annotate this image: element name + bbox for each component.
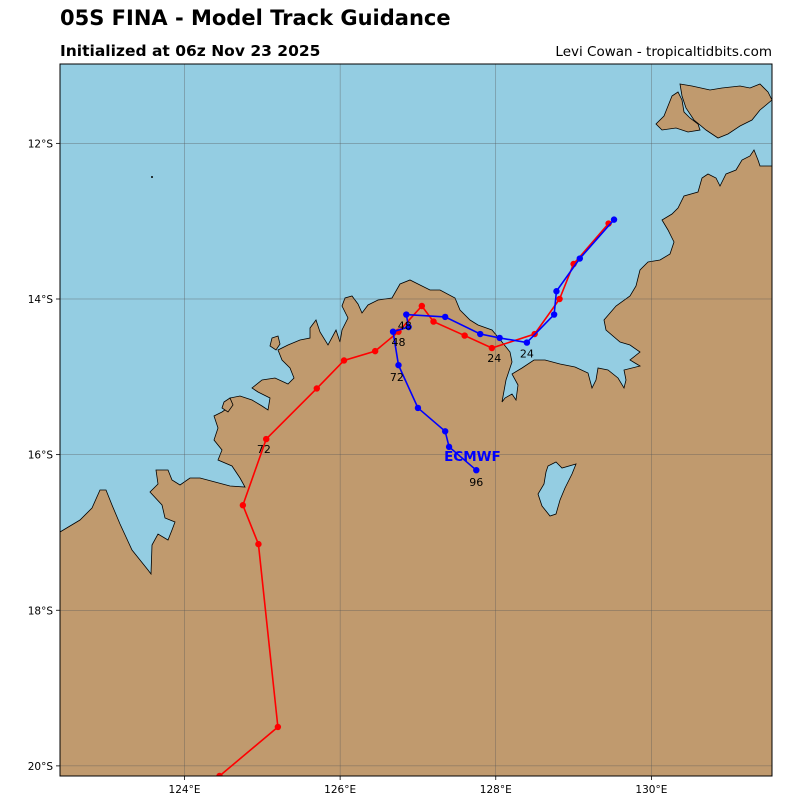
lat-tick-label: 20°S <box>28 761 54 773</box>
init-time-subtitle: Initialized at 06z Nov 23 2025 <box>60 42 321 60</box>
chart-title: 05S FINA - Model Track Guidance <box>60 6 451 30</box>
track-point <box>430 318 437 325</box>
track-point <box>441 428 449 435</box>
map-frame <box>59 63 773 777</box>
lon-tick-label: 128°E <box>480 784 512 796</box>
landmass-layer <box>60 83 772 776</box>
island-west-kimberley <box>221 397 234 413</box>
track-point <box>496 334 503 342</box>
axis-ticks: 12°S 14°S 16°S 18°S 20°S 124°E 126°E 128°E 130°E <box>28 138 668 796</box>
forecast-hour-label: 72 <box>390 371 404 384</box>
forecast-hour-label: 48 <box>398 319 412 332</box>
track-point <box>395 361 402 369</box>
inland-lake <box>537 461 577 517</box>
track-point <box>553 288 560 295</box>
track-point <box>405 323 412 331</box>
lat-tick-label: 16°S <box>28 450 54 462</box>
track-point <box>340 357 348 364</box>
track-point <box>550 311 558 318</box>
graticule <box>60 64 772 776</box>
forecast-hour-label: 72 <box>257 443 271 456</box>
lon-tick-label: 124°E <box>169 784 201 796</box>
melville-island <box>679 83 772 139</box>
forecast-hour-label: 48 <box>391 336 405 349</box>
lon-tick-label: 126°E <box>324 784 356 796</box>
track-point <box>255 540 262 548</box>
track-point <box>239 502 247 509</box>
track-point <box>403 311 410 318</box>
track-point <box>371 347 379 355</box>
credit-text: Levi Cowan - tropicaltidbits.com <box>555 44 772 60</box>
track-point <box>445 443 453 451</box>
track-point <box>216 772 223 776</box>
track-point <box>576 255 583 262</box>
forecast-hour-label: 96 <box>469 476 483 489</box>
tiny-islet <box>151 176 153 178</box>
track-label-layer: 2448729624487296ECMWF <box>257 319 534 489</box>
track-point <box>556 295 563 303</box>
track-point <box>476 330 484 338</box>
track-point <box>418 302 426 310</box>
lat-tick-label: 12°S <box>28 138 54 150</box>
island-north-kimberley <box>269 335 281 351</box>
track-point <box>263 435 270 443</box>
bathurst-island <box>655 91 701 133</box>
track-point <box>313 385 320 392</box>
track-point <box>523 339 531 346</box>
forecast-hour-label: 24 <box>487 352 501 365</box>
track-point <box>389 328 397 335</box>
forecast-hour-label: 24 <box>520 347 534 360</box>
model-name-label: ECMWF <box>444 449 501 465</box>
track-point <box>461 332 468 339</box>
track-point <box>488 344 496 352</box>
track-point <box>610 216 618 223</box>
track-point <box>414 404 422 412</box>
track-point <box>473 466 480 474</box>
lon-tick-label: 130°E <box>635 784 667 796</box>
lat-tick-label: 14°S <box>28 294 54 306</box>
track-line-ecmwf <box>392 219 615 471</box>
track-layer <box>216 216 618 776</box>
track-point <box>441 313 449 321</box>
track-point <box>274 723 282 731</box>
lat-tick-label: 18°S <box>28 605 54 617</box>
